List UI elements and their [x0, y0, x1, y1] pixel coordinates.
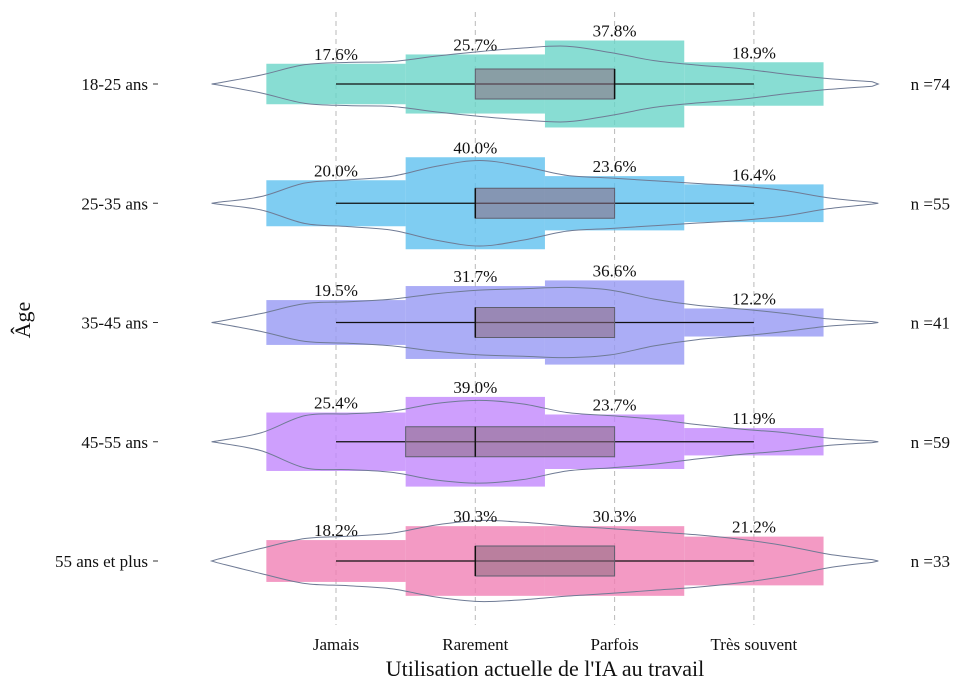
- violin-outline: [211, 45, 880, 123]
- data-label: 30.3%: [593, 507, 637, 526]
- y-tick-label: 35-45 ans: [81, 314, 148, 333]
- y-tick-label: 18-25 ans: [81, 75, 148, 94]
- data-label: 31.7%: [453, 267, 497, 286]
- data-label: 19.5%: [314, 281, 358, 300]
- x-tick-label: Rarement: [442, 635, 508, 654]
- violin-outline: [209, 519, 879, 603]
- n-label: n =74: [911, 75, 951, 94]
- data-label: 12.2%: [732, 289, 776, 308]
- n-label: n =59: [911, 433, 950, 452]
- violin-outline: [211, 159, 879, 247]
- data-label: 16.4%: [732, 165, 776, 184]
- violin-outline: [211, 286, 879, 359]
- n-label: n =33: [911, 552, 950, 571]
- n-label: n =41: [911, 314, 950, 333]
- y-tick-label: 45-55 ans: [81, 433, 148, 452]
- data-label: 21.2%: [732, 518, 776, 537]
- data-label: 23.6%: [593, 157, 637, 176]
- y-tick-labels: 18-25 ans 25-35 ans 35-45 ans 45-55 ans 55 a…: [55, 75, 158, 571]
- box: [474, 545, 616, 577]
- group-55-ans-et-plus: 18.2% 30.3% 30.3% 21.2%: [209, 507, 879, 603]
- group-45-55-ans: 25.4% 39.0% 23.7% 11.9%: [211, 378, 879, 487]
- box: [474, 68, 616, 100]
- data-label: 40.0%: [453, 138, 497, 157]
- n-labels: n =74 n =55 n =41 n =59 n =33: [911, 75, 951, 571]
- data-label: 17.6%: [314, 45, 358, 64]
- data-label: 25.4%: [314, 394, 358, 413]
- data-label: 20.0%: [314, 161, 358, 180]
- x-tick-label: Parfois: [591, 635, 639, 654]
- group-18-25-ans: 17.6% 25.7% 37.8% 18.9%: [211, 22, 880, 128]
- y-tick-label: 25-35 ans: [81, 194, 148, 213]
- group-25-35-ans: 20.0% 40.0% 23.6% 16.4%: [211, 138, 879, 250]
- data-label: 36.6%: [593, 261, 637, 280]
- box: [405, 426, 616, 458]
- data-label: 18.9%: [732, 43, 776, 62]
- data-label: 18.2%: [314, 521, 358, 540]
- box: [474, 187, 616, 219]
- group-35-45-ans: 19.5% 31.7% 36.6% 12.2%: [211, 261, 879, 365]
- data-label: 25.7%: [453, 35, 497, 54]
- data-label: 37.8%: [593, 22, 637, 41]
- x-tick-label: Jamais: [313, 635, 359, 654]
- x-axis-label: Utilisation actuelle de l'IA au travail: [386, 656, 705, 681]
- n-label: n =55: [911, 194, 950, 213]
- data-label: 30.3%: [453, 507, 497, 526]
- y-tick-label: 55 ans et plus: [55, 552, 148, 571]
- plot-area: 17.6% 25.7% 37.8% 18.9% 20.0% 40.0% 23.6% 16.4%…: [209, 22, 880, 603]
- x-tick-label: Très souvent: [711, 635, 798, 654]
- data-label: 11.9%: [732, 409, 775, 428]
- violin-outline: [211, 399, 879, 484]
- data-label: 23.7%: [593, 395, 637, 414]
- data-label: 39.0%: [453, 378, 497, 397]
- x-tick-labels: Jamais Rarement Parfois Très souvent: [313, 635, 798, 654]
- y-axis-label: Âge: [10, 302, 35, 339]
- box: [474, 307, 616, 338]
